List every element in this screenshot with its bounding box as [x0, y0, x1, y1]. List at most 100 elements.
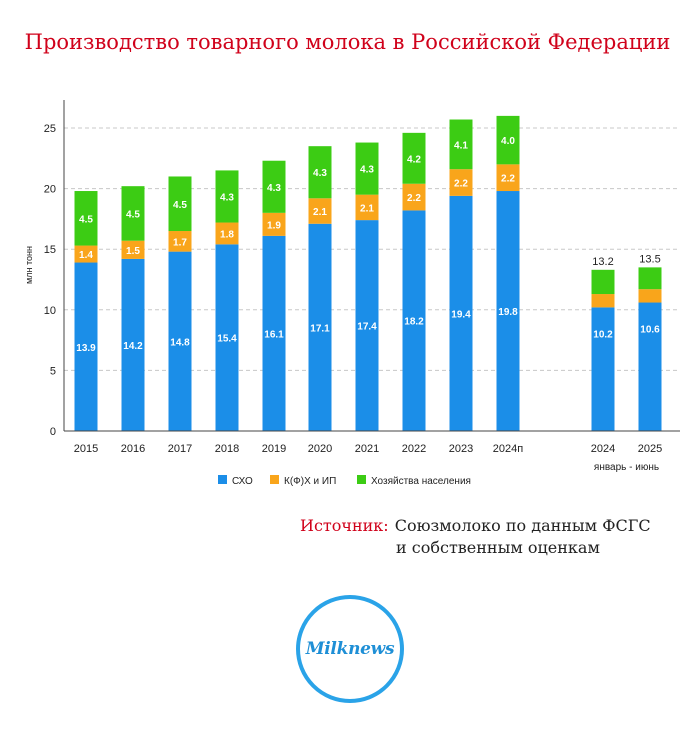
bar-segment: [74, 262, 98, 431]
bar-segment: [355, 220, 379, 431]
x-tick-label: 2024: [591, 443, 615, 455]
data-label: 1.7: [173, 237, 187, 248]
legend-swatch: [218, 475, 227, 484]
y-tick-label: 0: [50, 426, 56, 438]
bar-segment: [496, 191, 520, 431]
data-label: 1.8: [220, 229, 234, 240]
data-label: 4.2: [407, 154, 421, 165]
bar-segment: [308, 223, 332, 431]
legend-label: Хозяйства населения: [371, 476, 471, 487]
total-label: 13.2: [592, 256, 613, 268]
data-label: 19.4: [451, 309, 471, 320]
bar-segment: [402, 132, 426, 184]
y-tick-label: 20: [44, 184, 56, 196]
x-tick-label: 2019: [262, 443, 286, 455]
bar-segment: [262, 235, 286, 431]
bar-segment: [591, 294, 615, 308]
x-tick-label: 2020: [308, 443, 332, 455]
bar-segment: [496, 115, 520, 165]
x-tick-label: 2022: [402, 443, 426, 455]
bar-segment: [591, 269, 615, 295]
milknews-logo: Milknews: [296, 595, 404, 703]
logo-text: Milknews: [305, 639, 395, 659]
data-label: 15.4: [217, 334, 237, 345]
x-tick-label: 2025: [638, 443, 662, 455]
data-label: 4.1: [454, 140, 468, 151]
data-label: 13.9: [76, 343, 96, 354]
x-tick-label: 2016: [121, 443, 145, 455]
data-label: 2.2: [501, 174, 515, 185]
bars: 13.9 1.4 4.5 14.2 1.5 4.5 14.8 1.7 4.5 15.4 1.8 4.3…: [74, 115, 662, 431]
data-label: 18.2: [404, 317, 424, 328]
bar-segment: [638, 302, 662, 431]
data-label: 17.4: [357, 322, 377, 333]
data-label: 4.0: [501, 136, 515, 147]
bar-segment: [355, 142, 379, 195]
bar-segment: [449, 169, 473, 196]
legend-swatch: [357, 475, 366, 484]
x-tick-label: 2017: [168, 443, 192, 455]
bar-segment: [168, 231, 192, 252]
bar-segment: [74, 191, 98, 246]
x-tick-label: 2021: [355, 443, 379, 455]
bar-segment: [355, 194, 379, 221]
data-label: 4.3: [313, 168, 327, 179]
y-tick-label: 10: [44, 305, 56, 317]
bar-segment: [402, 210, 426, 431]
data-label: 4.3: [267, 183, 281, 194]
bar-segment: [449, 195, 473, 431]
data-label: 1.5: [126, 246, 140, 257]
data-label: 4.3: [220, 192, 234, 203]
data-label: 17.1: [310, 323, 330, 334]
total-label: 13.5: [639, 253, 660, 265]
data-label: 14.2: [123, 341, 143, 352]
bar-segment: [496, 164, 520, 192]
bar-segment: [402, 183, 426, 211]
legend-swatch: [270, 475, 279, 484]
y-tick-label: 25: [44, 123, 56, 135]
x-tick-label: 2024п: [493, 443, 523, 455]
data-label: 16.1: [264, 329, 284, 340]
chart-title: Производство товарного молока в Российск…: [24, 30, 671, 54]
bar-segment: [215, 170, 239, 223]
bar-segment: [168, 176, 192, 232]
data-label: 10.6: [640, 325, 660, 336]
source-label: Источник:: [300, 516, 389, 535]
data-label: 2.2: [407, 193, 421, 204]
bar-segment: [215, 222, 239, 245]
data-label: 10.2: [593, 329, 613, 340]
bar-segment: [215, 244, 239, 431]
bar-segment: [308, 198, 332, 224]
data-label: 2.2: [454, 179, 468, 190]
data-label: 2.1: [313, 207, 327, 218]
bar-segment: [121, 258, 145, 431]
data-label: 4.3: [360, 165, 374, 176]
bar-segment: [168, 251, 192, 431]
data-label: 1.4: [79, 250, 93, 261]
bar-segment: [262, 160, 286, 213]
bar-segment: [121, 240, 145, 259]
source-line-2: и собственным оценкам: [396, 538, 600, 557]
source-note: Источник: Союзмолоко по данным ФСГС и соб…: [300, 515, 651, 559]
bar-segment: [449, 119, 473, 170]
group-label: январь - июнь: [594, 462, 659, 473]
bar-segment: [308, 146, 332, 199]
x-tick-label: 2023: [449, 443, 473, 455]
y-tick-label: 5: [50, 365, 56, 377]
y-axis-label: млн тонн: [24, 246, 34, 284]
legend: СХО К(Ф)Х и ИП Хозяйства населения: [218, 475, 471, 487]
data-label: 4.5: [79, 214, 93, 225]
x-tick-label: 2018: [215, 443, 239, 455]
data-label: 14.8: [170, 337, 190, 348]
bar-segment: [638, 267, 662, 290]
x-tick-label: 2015: [74, 443, 98, 455]
legend-label: СХО: [232, 476, 253, 487]
legend-label: К(Ф)Х и ИП: [284, 476, 336, 487]
bar-segment: [262, 212, 286, 236]
bar-segment: [74, 245, 98, 263]
source-line-1: Союзмолоко по данным ФСГС: [394, 516, 651, 535]
y-tick-label: 15: [44, 244, 56, 256]
data-label: 4.5: [126, 209, 140, 220]
bar-segment: [591, 307, 615, 431]
